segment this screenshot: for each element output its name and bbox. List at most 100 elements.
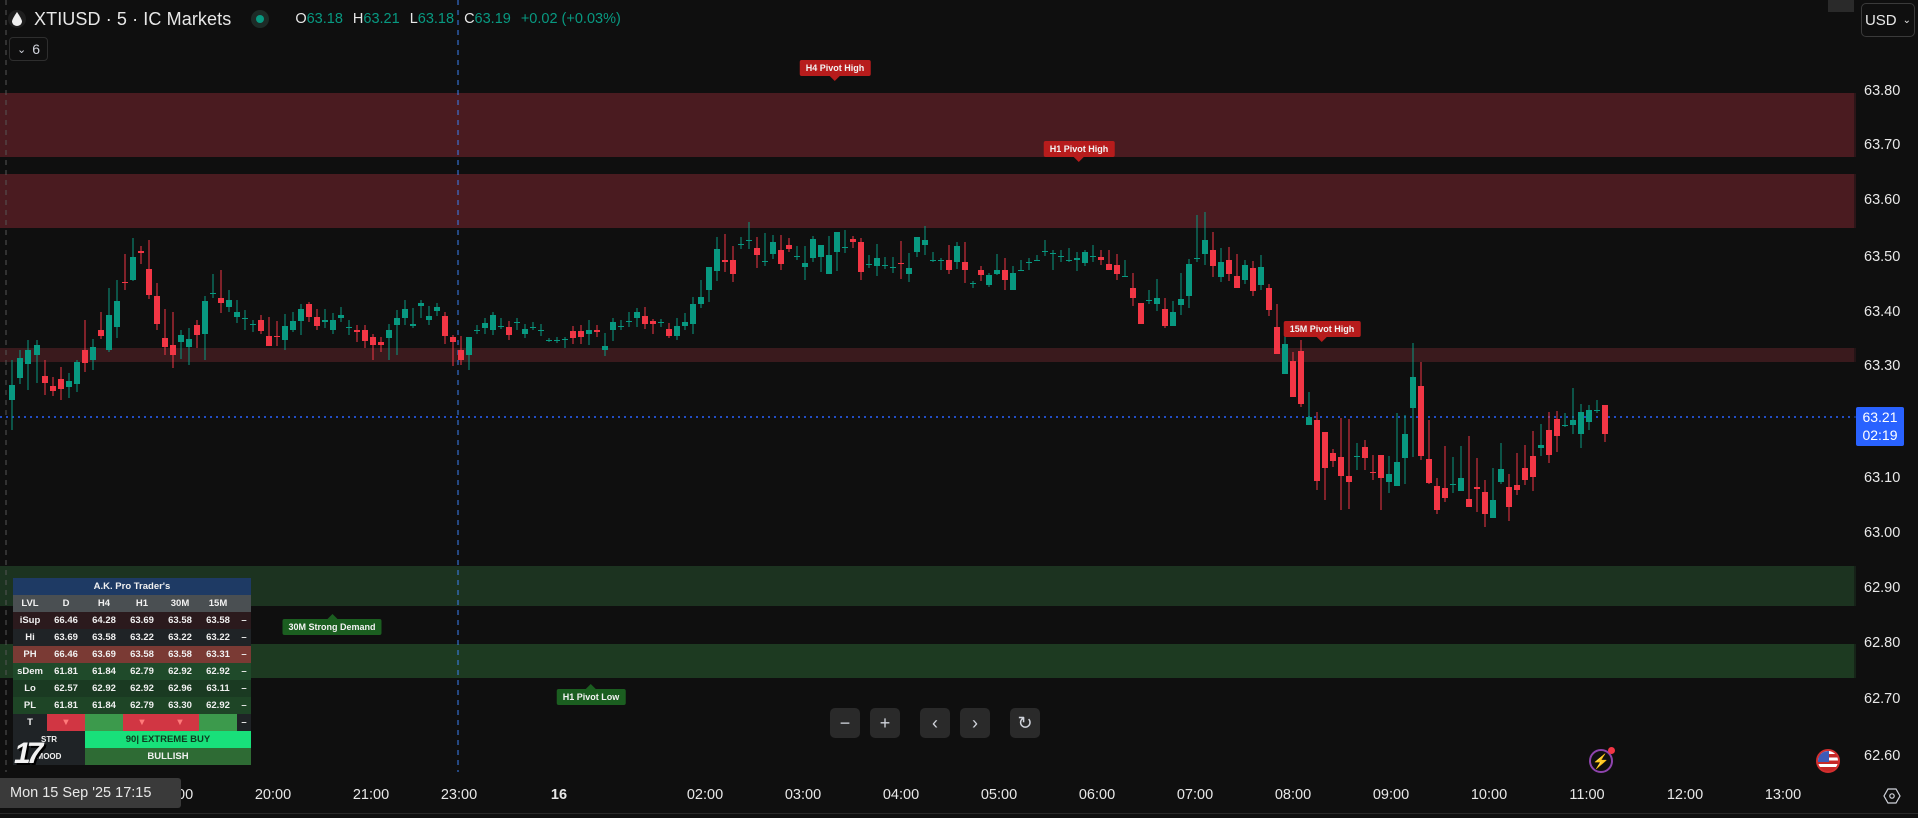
- time-label: 06:00: [1078, 787, 1116, 803]
- currency-selector[interactable]: USD ⌄: [1861, 3, 1915, 37]
- reset-chart-button[interactable]: ↻: [1010, 708, 1040, 738]
- bullish-candle: [25, 350, 31, 364]
- time-label: 11:00: [1569, 787, 1605, 803]
- pivot-callout-label: 30M Strong Demand: [282, 614, 382, 635]
- table-cell: STR: [13, 731, 85, 748]
- ak-pro-traders-table: A.K. Pro Trader's LVL D H4 H1 30M 15M iSup 66.46…: [13, 578, 251, 765]
- bearish-candle: [978, 270, 984, 275]
- time-label: 20:00: [254, 787, 292, 803]
- bullish-candle: [290, 321, 296, 330]
- table-cell: 63.58: [199, 612, 237, 629]
- table-cell: D: [47, 595, 85, 612]
- bearish-candle: [1346, 476, 1352, 482]
- bullish-candle: [690, 304, 696, 324]
- lightning-alert-icon[interactable]: ⚡: [1589, 747, 1615, 773]
- h1-pivot-high-zone: [0, 174, 1856, 228]
- h4-pivot-high-zone: [0, 93, 1856, 157]
- bullish-candle: [522, 329, 528, 334]
- bullish-candle: [738, 244, 744, 245]
- bullish-candle: [658, 322, 664, 323]
- bearish-candle: [1474, 487, 1480, 489]
- chevron-down-icon: ⌄: [17, 43, 27, 56]
- us-flag-event-icon[interactable]: [1816, 749, 1840, 773]
- table-cell: sDem: [13, 663, 47, 680]
- bearish-candle: [898, 263, 904, 264]
- current-price-badge: 63.21 02:19: [1856, 407, 1904, 446]
- bullish-candle: [1170, 312, 1176, 326]
- bullish-candle: [1282, 344, 1288, 374]
- trend-row: T ▼ ▼ ▼ –: [13, 714, 251, 731]
- bearish-candle: [1250, 268, 1256, 291]
- high-value: 63.21: [363, 11, 400, 27]
- price-label: 63.50: [1864, 249, 1901, 265]
- info-button[interactable]: [1828, 0, 1854, 12]
- bullish-candle: [890, 267, 896, 268]
- bearish-candle: [50, 386, 56, 391]
- bullish-candle: [546, 340, 552, 341]
- bearish-candle: [1314, 420, 1320, 481]
- table-cell: 15M: [199, 595, 237, 612]
- price-label: 62.60: [1864, 748, 1901, 764]
- bullish-candle: [90, 347, 96, 360]
- high-label: H: [352, 11, 364, 27]
- bullish-candle: [746, 240, 752, 241]
- bullish-candle: [1498, 469, 1504, 482]
- bearish-candle: [170, 345, 176, 355]
- scroll-right-button[interactable]: ›: [960, 708, 990, 738]
- zoom-in-button[interactable]: +: [870, 708, 900, 738]
- bearish-candle: [162, 338, 168, 347]
- bullish-candle: [682, 322, 688, 326]
- price-label: 63.80: [1864, 83, 1901, 99]
- bullish-candle: [1490, 500, 1496, 518]
- price-label: 63.10: [1864, 470, 1901, 486]
- table-cell: 63.31: [199, 646, 237, 663]
- table-row: Hi 63.69 63.58 63.22 63.22 63.22–: [13, 629, 251, 646]
- bullish-candle: [1042, 251, 1048, 252]
- table-title-row: A.K. Pro Trader's: [13, 578, 251, 595]
- table-row: sDem 61.81 61.84 62.79 62.92 62.92–: [13, 663, 251, 680]
- tradingview-logo[interactable]: 17: [14, 737, 43, 770]
- table-row: PL 61.81 61.84 62.79 63.30 62.92–: [13, 697, 251, 714]
- trend-down-icon: ▼: [47, 714, 85, 731]
- bullish-candle: [674, 326, 680, 336]
- market-open-status-icon[interactable]: [251, 10, 270, 28]
- symbol-title[interactable]: XTIUSD · 5 · IC Markets: [34, 8, 232, 29]
- table-cell: 66.46: [47, 612, 85, 629]
- price-label: 63.40: [1864, 304, 1901, 320]
- bearish-candle: [1482, 492, 1488, 514]
- bearish-candle: [962, 262, 968, 270]
- bearish-candle: [1362, 447, 1368, 458]
- bullish-candle: [490, 315, 496, 330]
- indicators-collapse-button[interactable]: ⌄ 6: [9, 37, 49, 61]
- bearish-candle: [1602, 405, 1608, 434]
- bullish-candle: [282, 326, 288, 340]
- bearish-candle: [1114, 265, 1120, 274]
- bullish-candle: [338, 315, 344, 318]
- bullish-candle: [874, 258, 880, 266]
- bullish-candle: [970, 283, 976, 284]
- bearish-candle: [1130, 288, 1136, 298]
- bullish-candle: [698, 297, 704, 304]
- table-cell: iSup: [13, 612, 47, 629]
- table-cell: Lo: [13, 680, 47, 697]
- price-label: 62.70: [1864, 691, 1901, 707]
- settings-hexagon-icon[interactable]: [1883, 787, 1901, 805]
- bullish-candle: [394, 318, 400, 325]
- bearish-candle: [666, 329, 672, 336]
- bullish-candle: [1258, 267, 1264, 285]
- bearish-candle: [1434, 486, 1440, 510]
- time-label: 21:00: [352, 787, 390, 803]
- bullish-candle: [1570, 420, 1576, 425]
- bullish-candle: [530, 327, 536, 328]
- bearish-candle: [858, 242, 864, 272]
- signal-row: STR 90| EXTREME BUY: [13, 731, 251, 748]
- bearish-candle: [442, 316, 448, 336]
- bullish-candle: [818, 245, 824, 257]
- table-cell: –: [237, 646, 251, 663]
- zoom-out-button[interactable]: −: [830, 708, 860, 738]
- trend-up-cell: [199, 714, 237, 731]
- bearish-candle: [578, 331, 584, 337]
- close-value: 63.19: [474, 11, 511, 27]
- scroll-left-button[interactable]: ‹: [920, 708, 950, 738]
